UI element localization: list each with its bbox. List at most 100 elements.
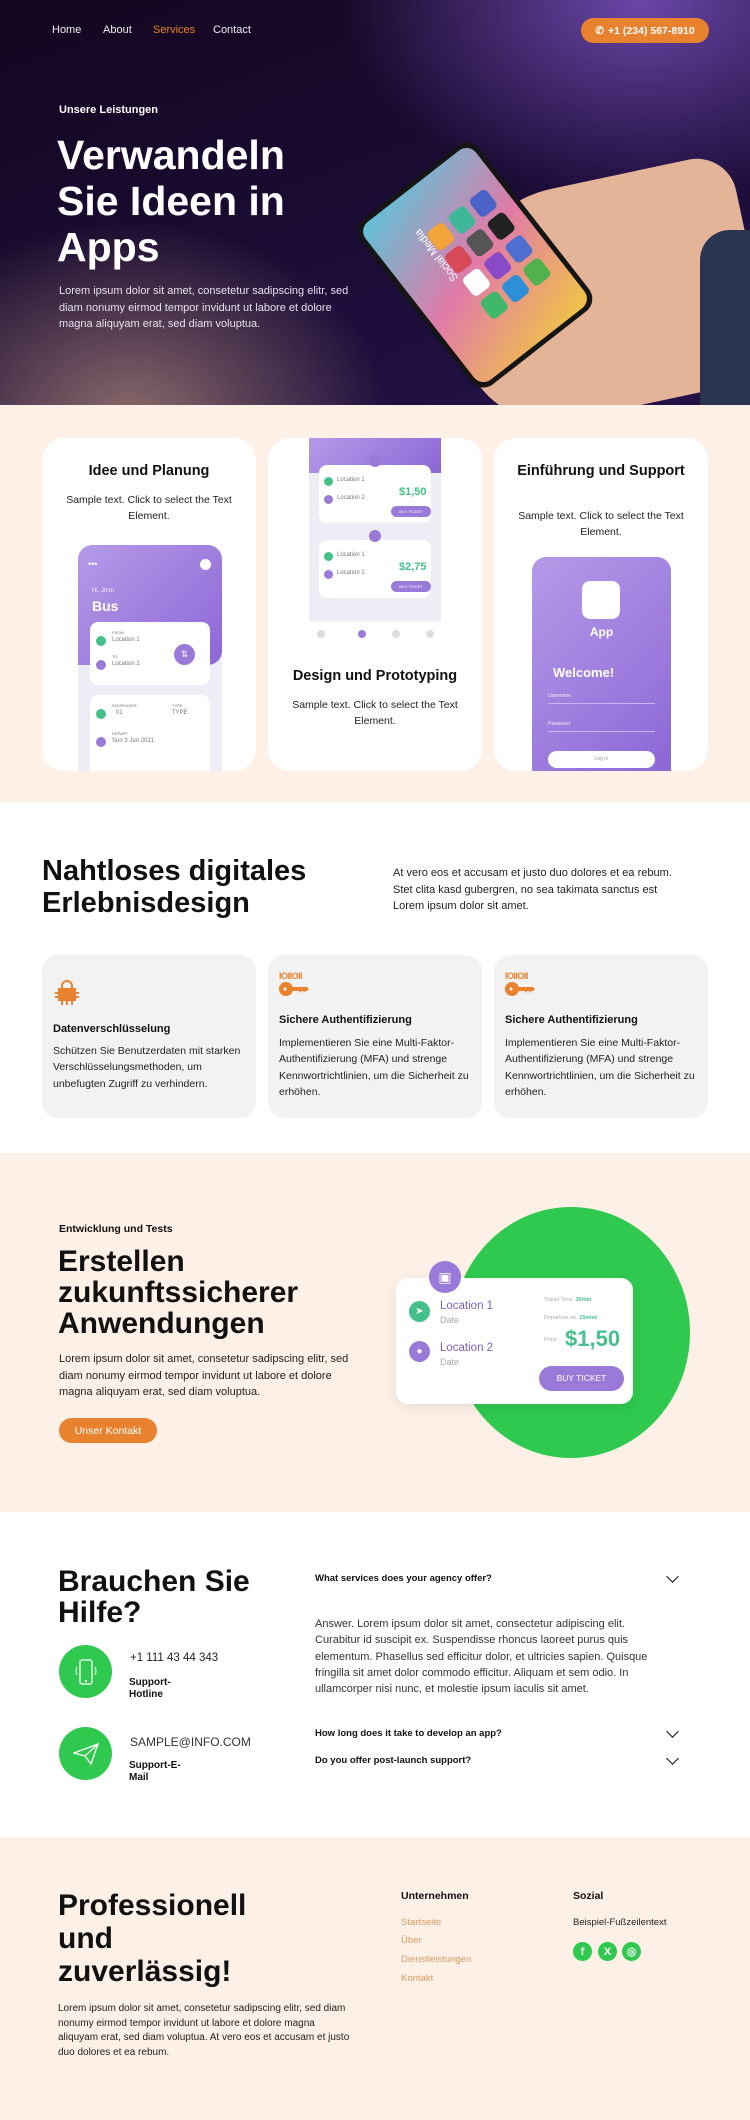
instagram-icon[interactable]: ◎ <box>622 1942 641 1961</box>
from-value: Location 1 <box>112 637 140 643</box>
footer-link-dienstleistungen[interactable]: Dienstleistungen <box>401 1954 472 1965</box>
depart-value: Sun 3 Jun 2021 <box>112 738 155 744</box>
app-name: App <box>589 625 614 639</box>
app-icon <box>503 233 535 265</box>
swap-icon[interactable]: ⇅ <box>174 644 195 665</box>
phone-number: +1 (234) 567-8910 <box>608 24 695 37</box>
to-icon <box>96 660 106 670</box>
facebook-icon[interactable]: f <box>573 1942 592 1961</box>
loc1: Location 1 <box>337 552 365 558</box>
feature-card: IOIIOII Sichere Authentifizierung Implem… <box>494 955 708 1118</box>
passenger-icon <box>96 709 106 719</box>
email-contact-badge <box>59 1727 112 1780</box>
password-field[interactable]: Password <box>548 721 655 732</box>
title-line: Erlebnisdesign <box>42 887 250 919</box>
hero-title-line: Sie Ideen in <box>57 178 285 224</box>
location-1: Location 1 <box>440 1300 494 1312</box>
location-2: Location 2 <box>440 1342 494 1354</box>
app-icon <box>467 187 499 219</box>
faq-question[interactable]: Do you offer post-launch support? <box>315 1755 472 1766</box>
faq-question[interactable]: What services does your agency offer? <box>315 1573 492 1584</box>
card-title: Idee und Planung <box>88 463 210 479</box>
contact-button[interactable]: Unser Kontakt <box>59 1418 157 1443</box>
to-value: Location 2 <box>112 661 140 667</box>
travel-value: 30min <box>575 1297 592 1303</box>
login-button[interactable]: Log In <box>548 751 655 768</box>
process-card: Einführung und Support Sample text. Clic… <box>494 438 708 771</box>
card-text: Sample text. Click to select the Text El… <box>518 510 684 538</box>
mock-details-card: PASSENGER 01 TYPE TYPE DEPART Sun 3 Jun … <box>90 695 210 771</box>
footer-link-kontakt[interactable]: Kontakt <box>401 1973 434 1984</box>
type-value: TYPE <box>172 710 188 716</box>
departure: Departure on: 15mint <box>544 1315 597 1321</box>
bus-icon <box>369 455 381 467</box>
app-icon <box>485 210 517 242</box>
bus-icon: ▣ <box>429 1261 461 1293</box>
app-icon <box>521 256 553 288</box>
depart-icon <box>96 737 106 747</box>
card-title: Design und Prototyping <box>292 668 458 684</box>
buy-ticket-button[interactable]: BUY TICKET <box>391 581 431 592</box>
nav-contact[interactable]: Contact <box>213 24 251 36</box>
nav-about[interactable]: About <box>103 24 132 36</box>
process-card: Location 1 Location 2 $1,50 BUY TICKET L… <box>268 438 482 771</box>
support-phone[interactable]: +1 111 43 44 343 <box>130 1652 219 1664</box>
footer-title: Professionell und zuverlässig! <box>58 1889 246 1988</box>
navigation-arrow-icon: ➤ <box>409 1301 430 1322</box>
loc2: Location 2 <box>337 570 365 576</box>
passenger-value: 01 <box>116 710 123 716</box>
dev-kicker: Entwicklung und Tests <box>59 1223 173 1235</box>
app-icon <box>500 272 531 305</box>
loc-icon <box>324 477 333 486</box>
edit-tab-icon <box>358 630 366 638</box>
mock-ticket: Location 1 Location 2 $1,50 BUY TICKET <box>319 455 431 523</box>
help-title: Brauchen Sie Hilfe? <box>58 1566 250 1628</box>
from-label: FROM <box>112 630 124 635</box>
sleeve-illustration <box>700 230 750 405</box>
hero-section: Home About Services Contact ✆ +1 (234) 5… <box>0 0 750 405</box>
social-text: Beispiel-Fußzeilentext <box>573 1917 667 1928</box>
bus-app-mockup: ••• Hi, Jhon Bus FROM Location 1 TO Loca… <box>78 545 222 771</box>
footer-text: Lorem ipsum dolor sit amet, consetetur s… <box>58 2003 350 2058</box>
title-line: zuverlässig! <box>58 1955 232 1988</box>
title-line: Professionell <box>58 1889 247 1922</box>
nav-home[interactable]: Home <box>52 24 82 36</box>
travel-label: Travel Time: <box>544 1297 575 1303</box>
nav-services[interactable]: Services <box>153 24 196 36</box>
phone-contact-badge <box>59 1645 112 1698</box>
username-field[interactable]: Username <box>548 693 655 704</box>
mobile-phone-icon <box>75 1658 96 1685</box>
bus-icon <box>369 530 381 542</box>
app-logo-icon <box>582 581 620 619</box>
footer-link-startseite[interactable]: Startseite <box>401 1917 442 1928</box>
social-heading: Sozial <box>573 1890 604 1902</box>
mock-greeting: Hi, Jhon <box>92 588 115 594</box>
buy-ticket-button[interactable]: BUY TICKET <box>539 1366 624 1391</box>
user-icon <box>200 559 211 570</box>
app-icon <box>464 227 496 259</box>
buy-ticket-button[interactable]: BUY TICKET <box>391 506 431 517</box>
feature-text: Implementieren Sie eine Multi-Faktor-Aut… <box>279 1037 469 1098</box>
loc-icon <box>324 495 333 504</box>
hero-title-line: Verwandeln <box>57 132 285 178</box>
mock-route-card: FROM Location 1 TO Location 2 ⇅ <box>90 622 210 685</box>
footer-link-ueber[interactable]: Über <box>401 1935 422 1946</box>
phone-call-button[interactable]: ✆ +1 (234) 567-8910 <box>581 18 709 43</box>
app-icon <box>482 250 514 282</box>
loc-icon <box>324 570 333 579</box>
dev-title: Erstellen zukunftssicherer Anwendungen <box>58 1246 298 1339</box>
title-line: Nahtloses digitales <box>42 855 307 887</box>
card-text: Sample text. Click to select the Text El… <box>292 699 458 727</box>
faq-question[interactable]: How long does it take to develop an app? <box>315 1728 502 1739</box>
app-icon <box>446 204 478 236</box>
profile-tab-icon <box>426 630 434 638</box>
app-icon <box>478 289 510 321</box>
date-2: Date <box>440 1357 460 1367</box>
key-icon <box>505 982 535 996</box>
feature-text: Schützen Sie Benutzerdaten mit starken V… <box>53 1045 241 1090</box>
process-card: Idee und Planung Sample text. Click to s… <box>42 438 256 771</box>
support-email[interactable]: SAMPLE@INFO.COM <box>130 1735 251 1749</box>
hero-text: Lorem ipsum dolor sit amet, consetetur s… <box>59 285 349 330</box>
title-line: Brauchen Sie <box>58 1565 250 1598</box>
x-icon[interactable]: X <box>598 1942 617 1961</box>
